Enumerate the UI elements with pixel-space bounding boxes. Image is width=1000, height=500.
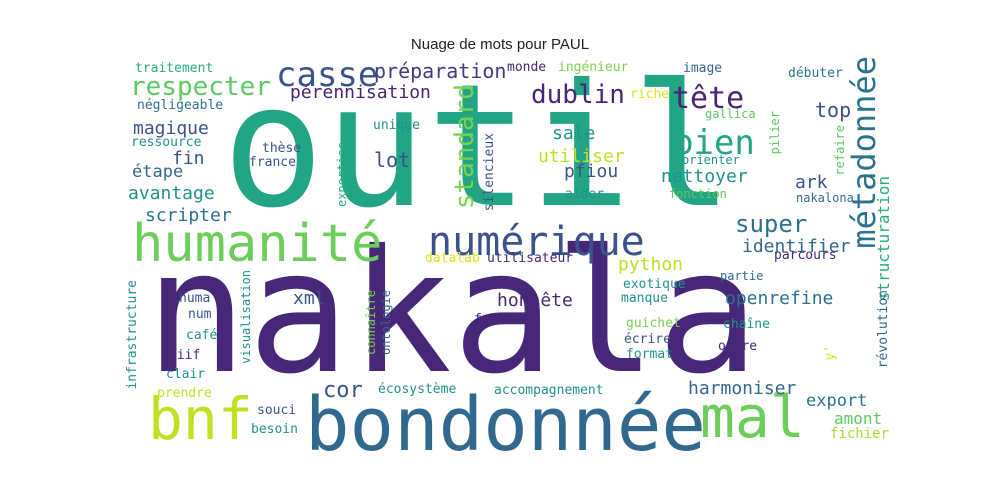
word-83: prendre bbox=[157, 386, 212, 401]
word-4: numérique bbox=[428, 219, 645, 265]
word-22: sale bbox=[552, 123, 596, 144]
word-62: parcours bbox=[774, 248, 837, 263]
word-82: clair bbox=[166, 367, 206, 382]
word-77: fournir bbox=[474, 312, 529, 327]
word-68: format bbox=[626, 347, 673, 362]
word-27: avantage bbox=[128, 183, 215, 204]
word-55: refaire bbox=[833, 125, 847, 176]
word-76: ontologie bbox=[379, 290, 393, 356]
word-56: orienter bbox=[682, 153, 740, 167]
word-44: france bbox=[249, 155, 296, 170]
word-12: standard bbox=[450, 84, 480, 210]
word-14: dublin bbox=[531, 80, 625, 110]
word-66: guichet bbox=[626, 316, 681, 331]
word-59: aider bbox=[565, 187, 605, 202]
word-52: gallica bbox=[705, 107, 756, 121]
word-75: connaître bbox=[364, 290, 378, 356]
word-34: honnête bbox=[497, 290, 573, 311]
word-58: nakalona bbox=[796, 191, 854, 205]
word-21: utiliser bbox=[538, 146, 625, 167]
word-26: fin bbox=[172, 148, 205, 169]
word-40: traitement bbox=[135, 61, 214, 76]
word-20: structuration bbox=[874, 176, 893, 302]
word-50: riche bbox=[630, 87, 670, 102]
word-74: visualisation bbox=[239, 270, 253, 364]
word-65: manque bbox=[621, 291, 668, 306]
word-29: scripter bbox=[145, 205, 232, 226]
word-11: respecter bbox=[130, 72, 271, 102]
word-79: num bbox=[188, 307, 212, 322]
chart-title: Nuage de mots pour PAUL bbox=[410, 36, 590, 53]
word-6: mal bbox=[700, 383, 805, 451]
word-53: débuter bbox=[788, 66, 843, 81]
word-32: python bbox=[618, 254, 684, 275]
word-69: offre bbox=[718, 339, 758, 354]
word-30: ark bbox=[795, 172, 828, 193]
word-42: ressource bbox=[131, 135, 202, 150]
word-80: café bbox=[186, 328, 218, 343]
word-1: outil bbox=[222, 48, 734, 246]
word-70: chaîne bbox=[723, 317, 770, 332]
word-84: écosystème bbox=[378, 382, 457, 397]
word-2: bondonnée bbox=[305, 382, 706, 468]
word-81: iiif bbox=[169, 348, 201, 363]
word-67: écrire bbox=[624, 332, 671, 347]
word-72: révolution bbox=[876, 290, 891, 369]
word-23: pfiou bbox=[564, 161, 619, 182]
word-63: partie bbox=[720, 269, 764, 283]
word-45: unique bbox=[373, 118, 420, 133]
word-46: expertise bbox=[335, 142, 349, 208]
word-39: fichier bbox=[830, 426, 890, 442]
word-60: datalab bbox=[425, 251, 480, 266]
word-15: pérennisation bbox=[290, 82, 431, 103]
word-43: thèse bbox=[262, 141, 302, 156]
word-78: huma bbox=[179, 291, 211, 306]
word-86: souci bbox=[257, 403, 297, 418]
word-17: cor bbox=[323, 378, 363, 403]
word-33: xml bbox=[293, 288, 326, 309]
word-35: openrefine bbox=[725, 288, 834, 309]
word-18: magique bbox=[133, 118, 209, 139]
word-71: y' bbox=[823, 345, 838, 361]
word-85: accompagnement bbox=[494, 383, 604, 398]
word-31: identifier bbox=[742, 236, 851, 257]
word-41: négligeable bbox=[137, 98, 224, 113]
word-9: bien bbox=[673, 123, 755, 163]
word-73: infrastructure bbox=[125, 280, 140, 390]
word-16: super bbox=[735, 210, 808, 238]
word-28: étape bbox=[132, 162, 184, 182]
word-64: exotique bbox=[623, 277, 686, 292]
word-13: préparation bbox=[374, 59, 507, 83]
word-57: fonction bbox=[669, 187, 727, 201]
word-48: monde bbox=[507, 60, 547, 75]
word-24: nettoyer bbox=[661, 166, 748, 187]
word-36: harmoniser bbox=[688, 378, 797, 399]
word-61: utilisateur bbox=[487, 251, 574, 266]
word-54: pilier bbox=[768, 111, 782, 155]
word-37: export bbox=[806, 391, 868, 411]
word-51: image bbox=[683, 61, 723, 76]
word-38: amont bbox=[834, 409, 883, 428]
word-49: ingénieur bbox=[558, 60, 629, 75]
word-19: top bbox=[815, 98, 852, 122]
word-10: tête bbox=[672, 81, 745, 116]
word-0: nakala bbox=[145, 214, 760, 412]
word-47: silencieux bbox=[482, 133, 497, 212]
word-8: casse bbox=[276, 55, 379, 95]
word-5: bnf bbox=[148, 385, 253, 453]
word-3: humanité bbox=[132, 214, 383, 274]
word-87: besoin bbox=[251, 422, 298, 437]
word-25: lot bbox=[374, 148, 411, 172]
